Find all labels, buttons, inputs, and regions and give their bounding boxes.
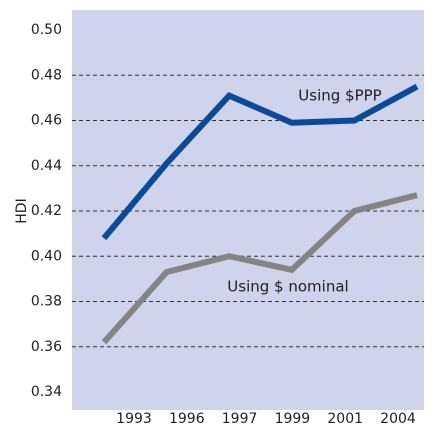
series-label: Using $PPP xyxy=(298,87,381,105)
line-series xyxy=(101,192,418,345)
y-tick-label: 0.44 xyxy=(31,158,62,174)
y-tick-label: 0.42 xyxy=(31,203,62,219)
y-axis-label: HDI xyxy=(14,198,30,223)
y-tick-label: 0.50 xyxy=(31,22,62,38)
y-tick-label: 0.40 xyxy=(31,248,62,264)
x-tick-label: 1996 xyxy=(169,411,205,427)
x-tick-label: 2001 xyxy=(327,411,363,427)
x-tick-label: 2004 xyxy=(380,411,416,427)
y-tick-label: 0.38 xyxy=(31,294,62,310)
x-tick-label: 1999 xyxy=(275,411,311,427)
x-tick-label: 1997 xyxy=(222,411,258,427)
line-series xyxy=(101,83,419,241)
series-label: Using $ nominal xyxy=(227,278,348,296)
y-tick-label: 0.36 xyxy=(31,339,62,355)
y-tick-label: 0.48 xyxy=(31,67,62,83)
x-tick-label: 1993 xyxy=(116,411,152,427)
y-tick-label: 0.46 xyxy=(31,113,62,129)
y-tick-label: 0.34 xyxy=(31,384,62,400)
